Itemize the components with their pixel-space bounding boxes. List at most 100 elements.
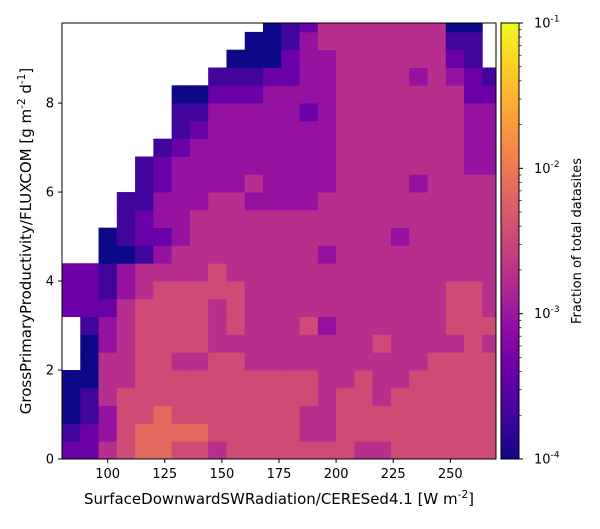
heatmap-cell	[208, 192, 227, 211]
heatmap-cell	[482, 281, 497, 300]
heatmap-cell	[281, 209, 300, 229]
heatmap-cell	[409, 174, 428, 193]
heatmap-cell	[464, 405, 483, 424]
heatmap-cell	[372, 103, 392, 122]
heatmap-cell	[390, 156, 410, 175]
colorbar-tick-label: 10-1​	[534, 15, 560, 32]
heatmap-cell	[354, 334, 374, 353]
heatmap-cell	[445, 67, 465, 86]
heatmap-cell	[427, 263, 447, 282]
heatmap-cell	[354, 120, 374, 140]
heatmap-cell	[445, 387, 465, 407]
heatmap-cell	[189, 245, 209, 264]
y-tick-label: 2	[46, 364, 54, 379]
heatmap-cell	[189, 174, 209, 193]
heatmap-cell	[226, 387, 246, 407]
heatmap-cell	[244, 263, 264, 282]
heatmap-cell	[317, 352, 337, 371]
heatmap-cell	[153, 192, 173, 211]
heatmap-cell	[62, 263, 81, 282]
heatmap-cell	[98, 263, 118, 282]
colorbar-tick-label: 10-4​	[534, 451, 560, 468]
heatmap-cell	[189, 405, 209, 424]
heatmap-cell	[189, 441, 209, 460]
heatmap-cell	[336, 156, 355, 175]
heatmap-cell	[80, 263, 99, 282]
heatmap-cell	[409, 281, 428, 300]
heatmap-cell	[317, 49, 337, 68]
heatmap-cell	[299, 370, 319, 389]
heatmap-cell	[427, 174, 447, 193]
heatmap-cell	[445, 103, 465, 122]
heatmap-cell	[62, 281, 81, 300]
heatmap-cell	[263, 227, 282, 246]
heatmap-cell	[153, 352, 173, 371]
heatmap-cell	[372, 405, 392, 424]
heatmap-cell	[445, 156, 465, 175]
heatmap-cell	[263, 405, 282, 424]
colorbar-tick-label: 10-3​	[534, 305, 560, 322]
heatmap-cell	[244, 49, 264, 68]
heatmap-cell	[281, 245, 300, 264]
heatmap-cell	[263, 334, 282, 353]
heatmap-cell	[208, 298, 227, 318]
heatmap-cell	[409, 103, 428, 122]
heatmap-cell	[263, 316, 282, 335]
x-tick-label: 125	[152, 467, 177, 482]
heatmap-cell	[409, 441, 428, 460]
heatmap-cell	[317, 281, 337, 300]
heatmap-cell	[80, 352, 99, 371]
heatmap-cell	[171, 120, 191, 140]
heatmap-cell	[409, 423, 428, 442]
heatmap-cell	[409, 67, 428, 86]
heatmap-cell	[226, 263, 246, 282]
heatmap-cell	[281, 174, 300, 193]
heatmap-cell	[317, 298, 337, 318]
heatmap-cell	[208, 370, 227, 389]
heatmap-cell	[445, 49, 465, 68]
heatmap-cell	[263, 23, 282, 33]
heatmap-cell	[354, 245, 374, 264]
heatmap-cell	[427, 316, 447, 335]
heatmap-cell	[226, 370, 246, 389]
heatmap-cell	[244, 245, 264, 264]
heatmap-cell	[135, 281, 154, 300]
heatmap-cell	[445, 423, 465, 442]
heatmap-cell	[80, 334, 99, 353]
heatmap-cell	[281, 352, 300, 371]
heatmap-cell	[336, 120, 355, 140]
heatmap-cell	[299, 120, 319, 140]
heatmap-cell	[445, 174, 465, 193]
heatmap-cell	[116, 227, 136, 246]
heatmap-cell	[317, 370, 337, 389]
heatmap-cell	[390, 441, 410, 460]
heatmap-cell	[354, 298, 374, 318]
heatmap-cell	[354, 67, 374, 86]
heatmap-cell	[336, 316, 355, 335]
heatmap-cell	[171, 85, 191, 104]
heatmap-cell	[299, 227, 319, 246]
heatmap-cell	[390, 120, 410, 140]
heatmap-cell	[336, 227, 355, 246]
heatmap-cell	[244, 120, 264, 140]
heatmap-cell	[390, 316, 410, 335]
heatmap-cell	[62, 423, 81, 442]
heatmap-cell	[409, 138, 428, 157]
heatmap-cell	[464, 387, 483, 407]
heatmap-cell	[482, 298, 497, 318]
heatmap-cell	[263, 423, 282, 442]
heatmap-cell	[244, 423, 264, 442]
heatmap-cell	[445, 227, 465, 246]
heatmap-cell	[427, 156, 447, 175]
heatmap-cell	[153, 334, 173, 353]
heatmap-cell	[336, 31, 355, 51]
heatmap-cell	[135, 352, 154, 371]
heatmap-cell	[482, 423, 497, 442]
heatmap-cell	[464, 441, 483, 460]
heatmap-cell	[244, 156, 264, 175]
heatmap-cell	[409, 192, 428, 211]
heatmap-cell	[189, 298, 209, 318]
heatmap-cell	[336, 209, 355, 229]
heatmap-cell	[263, 352, 282, 371]
heatmap-cell	[372, 316, 392, 335]
